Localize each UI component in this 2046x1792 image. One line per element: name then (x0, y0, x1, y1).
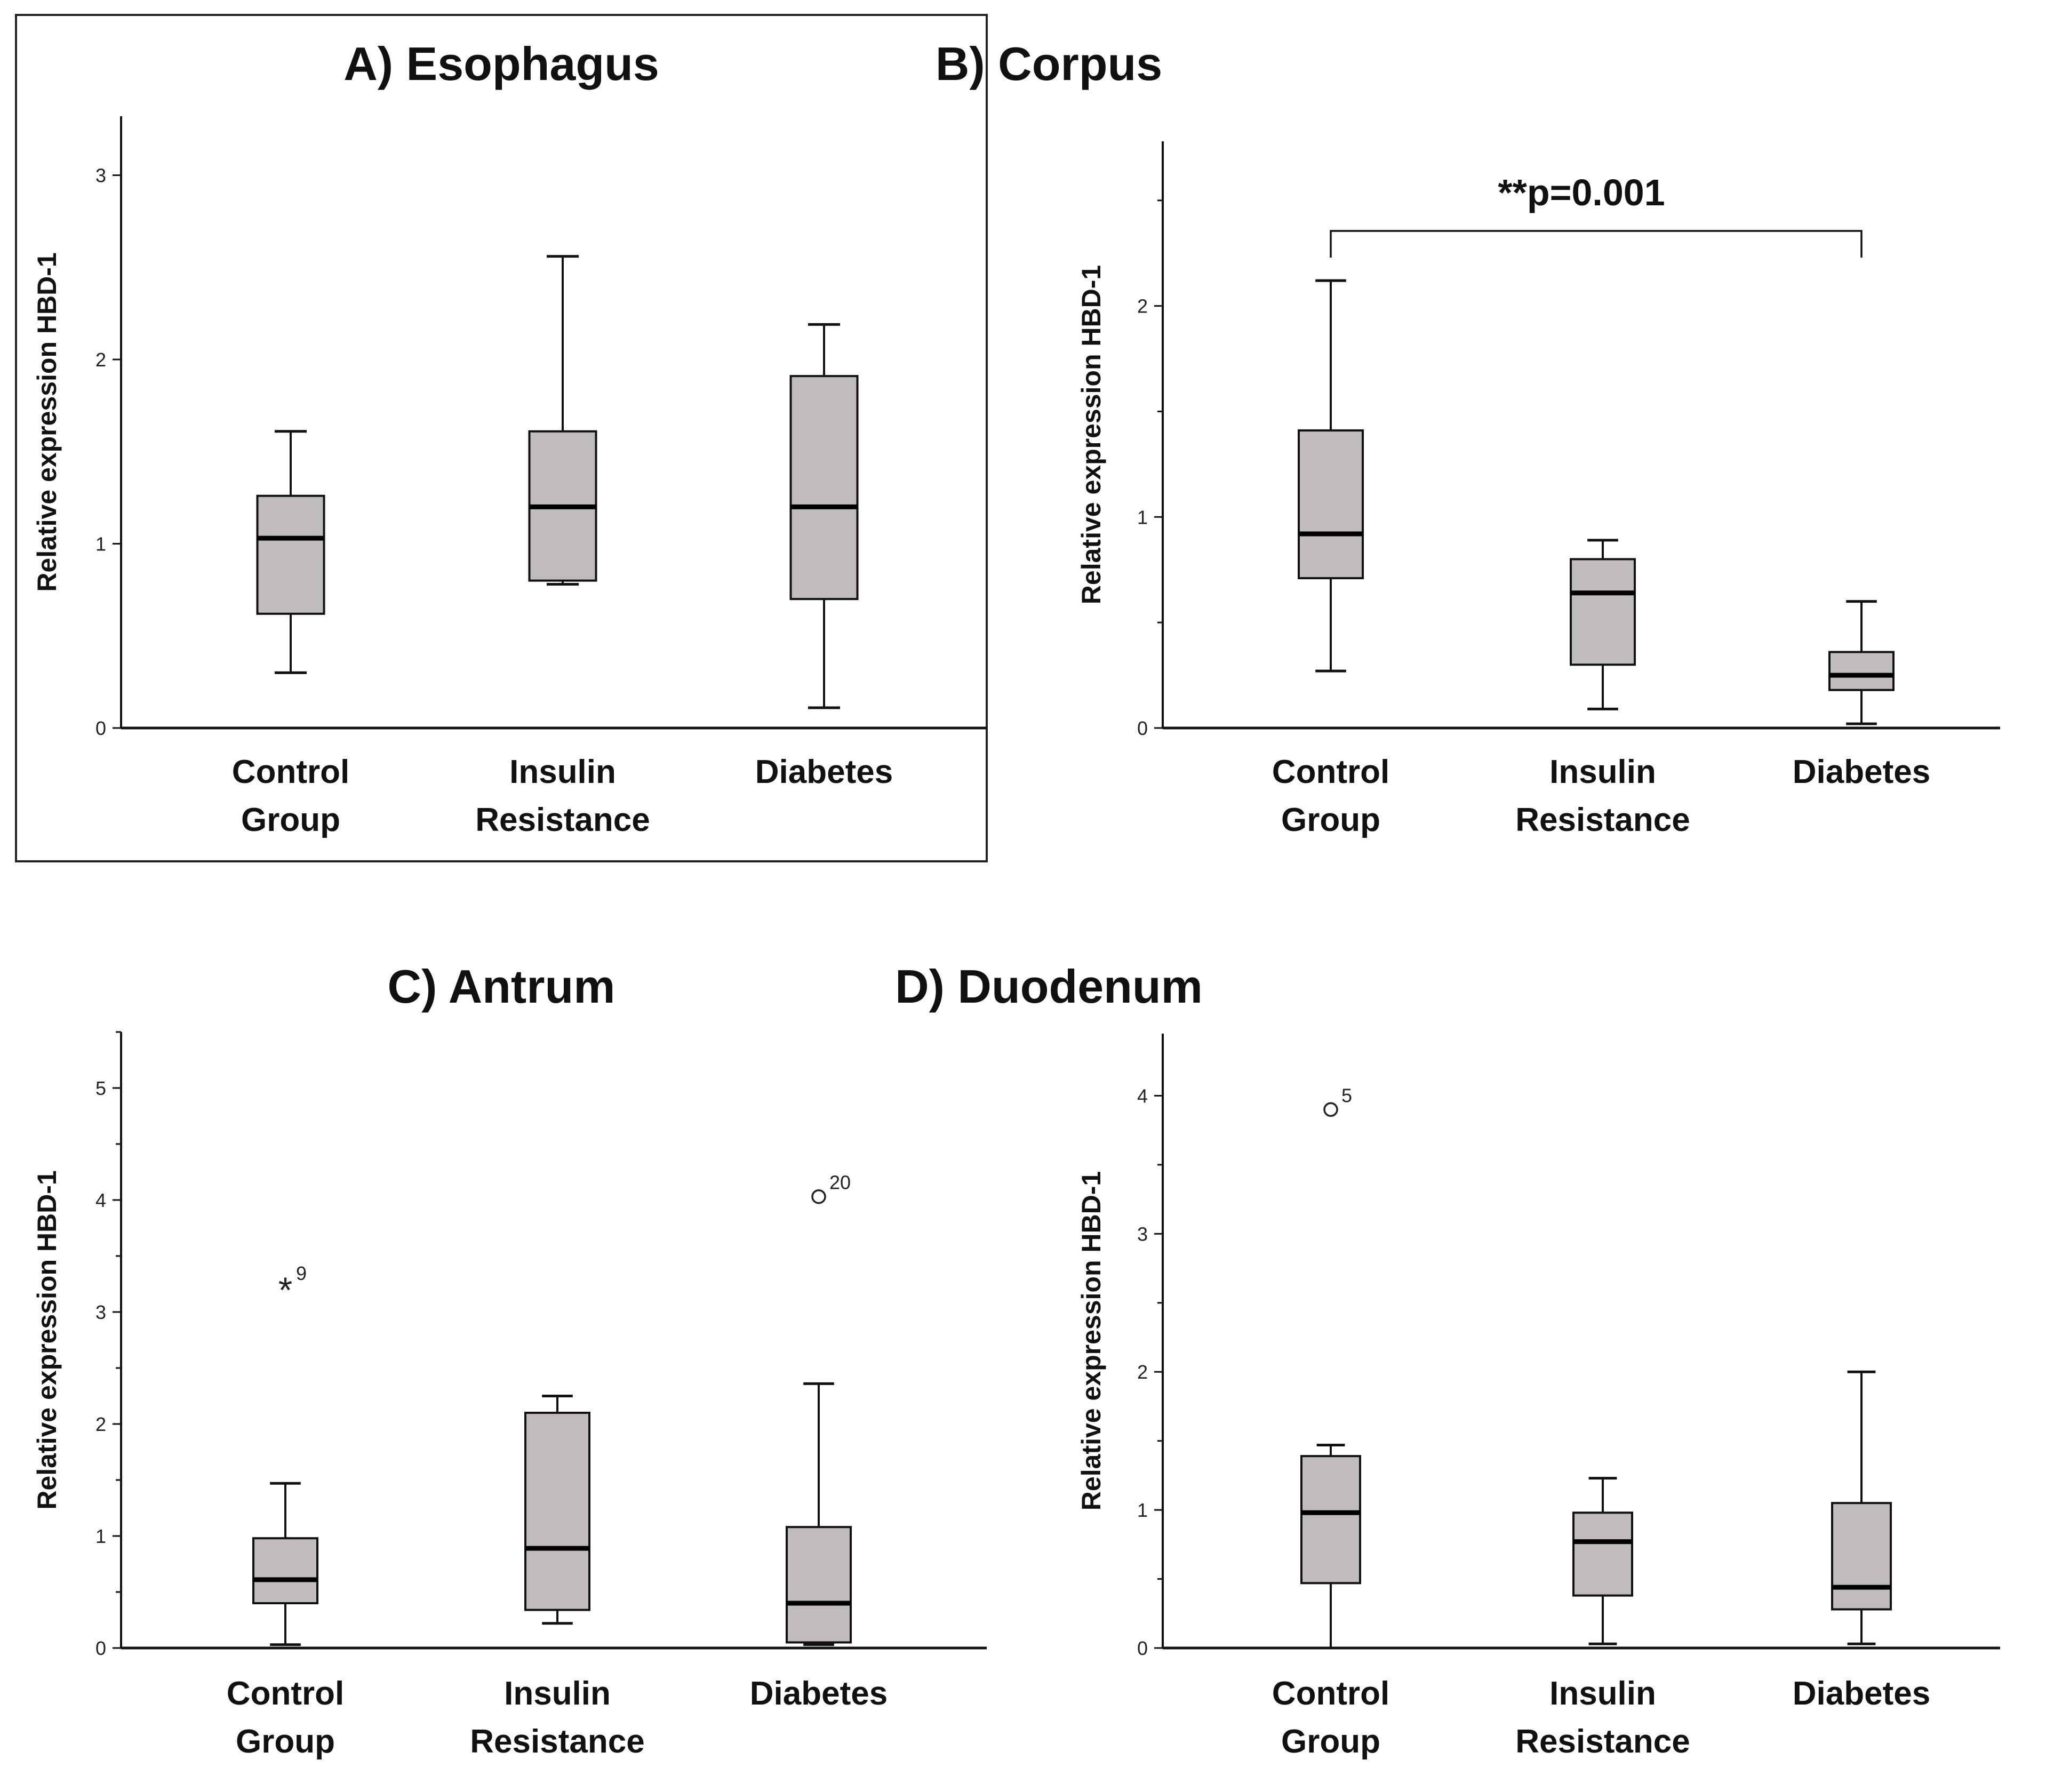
panel-b: B) Corpus Relative expression HBD-1 0 1 2 Con… (936, 37, 2000, 838)
iqr-box (1831, 1502, 1892, 1611)
y-axis-label: Relative expression HBD-1 (32, 252, 62, 591)
y-tick-label: 5 (95, 1077, 106, 1099)
y-tick-label: 1 (1137, 1499, 1148, 1521)
chart-title: C) Antrum (388, 960, 616, 1013)
y-axis-label: Relative expression HBD-1 (32, 1170, 62, 1509)
significance-bracket: **p=0.001 (1330, 172, 1863, 258)
box-3 (789, 323, 859, 709)
y-tick-label: 4 (95, 1189, 106, 1211)
x-category-label: Insulin (509, 754, 616, 790)
iqr-box (1828, 651, 1895, 691)
y-tick-label: 2 (1137, 1361, 1148, 1383)
outlier-label: 9 (296, 1262, 307, 1284)
x-category-label: Control (1272, 754, 1389, 790)
box-2 (1572, 1477, 1633, 1645)
x-category-label: Group (241, 802, 340, 838)
x-category-label: Group (1281, 802, 1380, 838)
outlier-point (811, 1189, 826, 1204)
x-category-label: Resistance (1515, 802, 1690, 838)
box-1: 5 (1300, 1084, 1361, 1650)
y-tick-label: 4 (1137, 1085, 1148, 1107)
iqr-box (1298, 429, 1364, 580)
box-2 (1570, 539, 1636, 710)
x-category-label: Group (236, 1723, 335, 1760)
y-axis-label: Relative expression HBD-1 (1076, 1171, 1106, 1510)
extreme-outlier-point: * (278, 1270, 292, 1310)
outlier-point (1323, 1102, 1338, 1117)
x-category-label: Resistance (1515, 1723, 1690, 1760)
box-3 (1828, 600, 1895, 725)
box-2 (524, 1395, 590, 1625)
outlier-label: 5 (1341, 1084, 1352, 1106)
box-1 (1298, 279, 1364, 673)
box-2 (528, 255, 597, 586)
y-tick-label: 0 (95, 717, 106, 739)
chart-title: B) Corpus (936, 37, 1162, 90)
y-tick-label: 0 (1137, 1637, 1148, 1659)
x-category-label: Resistance (470, 1723, 644, 1760)
x-category-label: Insulin (1549, 754, 1656, 790)
x-category-label: Group (1281, 1723, 1380, 1760)
y-axis-label: Relative expression HBD-1 (1076, 265, 1106, 604)
iqr-box (524, 1412, 590, 1611)
x-category-label: Control (232, 754, 349, 790)
p-value-label: **p=0.001 (1498, 172, 1665, 213)
chart-title: D) Duodenum (895, 960, 1203, 1013)
iqr-box (256, 494, 325, 615)
iqr-box (1300, 1455, 1361, 1585)
box-1: * 9 (252, 1262, 318, 1646)
y-tick-label: 2 (1137, 295, 1148, 317)
iqr-box (786, 1526, 852, 1644)
box-1 (256, 430, 325, 674)
iqr-box (252, 1537, 318, 1604)
y-tick-label: 1 (95, 533, 106, 555)
iqr-box (1570, 558, 1636, 666)
chart-title: A) Esophagus (343, 37, 659, 90)
y-tick-label: 1 (95, 1525, 106, 1547)
panel-c: C) Antrum Relative expression HBD-1 0 1 2 3 4 5… (32, 960, 987, 1760)
x-category-label: Diabetes (1793, 1675, 1930, 1712)
x-category-label: Diabetes (750, 1675, 888, 1712)
x-category-label: Control (227, 1675, 344, 1712)
box-3 (1831, 1370, 1892, 1645)
panel-frame (15, 14, 988, 862)
x-category-label: Diabetes (755, 754, 893, 790)
y-tick-label: 3 (95, 165, 106, 187)
y-tick-label: 3 (95, 1301, 106, 1323)
x-category-label: Resistance (475, 802, 650, 838)
panel-a: A) Esophagus Relative expression HBD-1 0 1 2… (15, 14, 988, 862)
iqr-box (789, 375, 859, 601)
y-tick-label: 2 (95, 349, 106, 371)
bracket-line (1330, 230, 1863, 258)
panel-d: D) Duodenum Relative expression HBD-1 0 1 2 3… (895, 960, 2000, 1760)
iqr-box (1572, 1511, 1633, 1597)
x-category-label: Control (1272, 1675, 1389, 1712)
x-category-label: Insulin (1549, 1675, 1656, 1712)
y-tick-label: 0 (1137, 717, 1148, 739)
y-tick-label: 0 (95, 1637, 106, 1659)
y-tick-label: 1 (1137, 506, 1148, 528)
x-category-label: Insulin (504, 1675, 611, 1712)
y-tick-label: 3 (1137, 1223, 1148, 1245)
y-tick-label: 2 (95, 1413, 106, 1435)
x-category-label: Diabetes (1793, 754, 1930, 790)
outlier-label: 20 (829, 1172, 851, 1194)
box-3: 20 (786, 1172, 852, 1646)
